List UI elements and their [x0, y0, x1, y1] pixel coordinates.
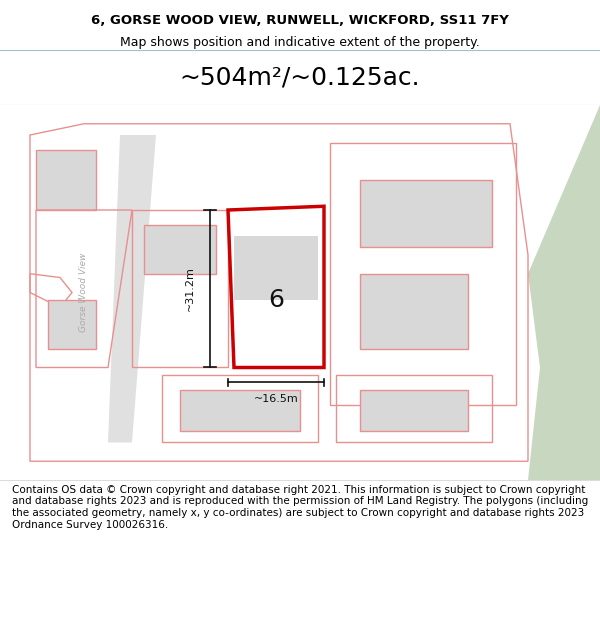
Text: ~16.5m: ~16.5m [254, 394, 298, 404]
Polygon shape [528, 105, 600, 480]
Polygon shape [144, 225, 216, 274]
Polygon shape [36, 150, 96, 210]
Polygon shape [48, 300, 96, 349]
Polygon shape [108, 135, 156, 442]
Polygon shape [180, 390, 300, 431]
Text: 6: 6 [268, 288, 284, 312]
Text: Gorse Wood View: Gorse Wood View [79, 253, 89, 332]
Polygon shape [360, 274, 468, 349]
Text: Map shows position and indicative extent of the property.: Map shows position and indicative extent… [120, 36, 480, 49]
Polygon shape [360, 390, 468, 431]
Text: 6, GORSE WOOD VIEW, RUNWELL, WICKFORD, SS11 7FY: 6, GORSE WOOD VIEW, RUNWELL, WICKFORD, S… [91, 14, 509, 27]
Text: ~31.2m: ~31.2m [185, 266, 195, 311]
Polygon shape [234, 236, 318, 300]
Text: ~504m²/~0.125ac.: ~504m²/~0.125ac. [179, 66, 421, 89]
Polygon shape [360, 180, 492, 248]
Text: Contains OS data © Crown copyright and database right 2021. This information is : Contains OS data © Crown copyright and d… [12, 485, 588, 529]
